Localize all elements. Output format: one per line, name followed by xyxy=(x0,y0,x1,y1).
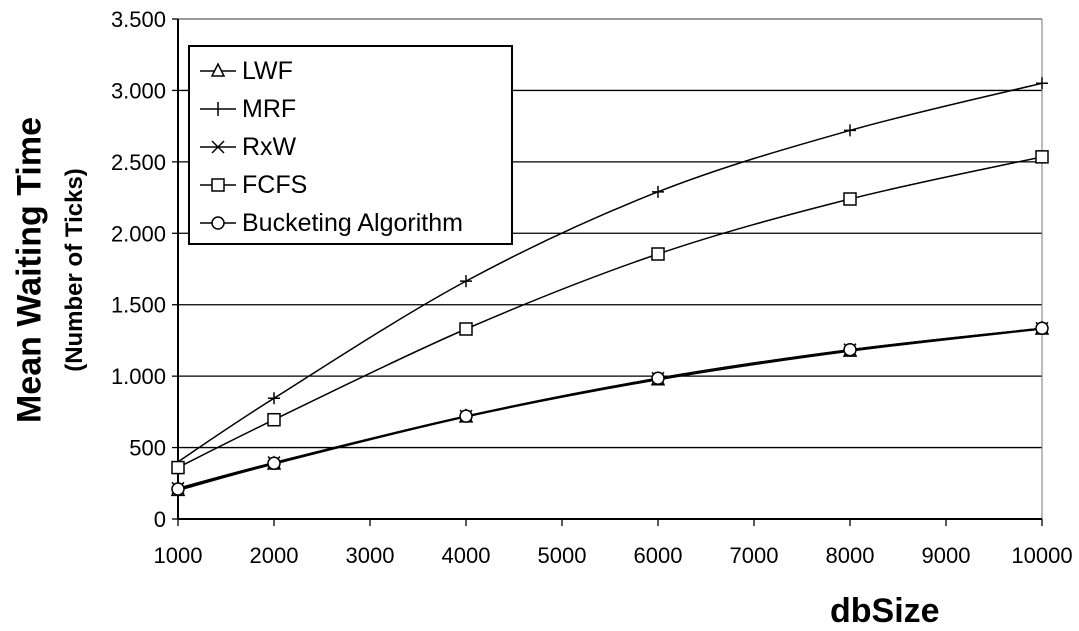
series-lwf xyxy=(170,320,1050,497)
y-tick-label: 0 xyxy=(154,507,166,532)
series-rxw xyxy=(171,321,1049,495)
series-line xyxy=(177,328,1043,492)
x-tick-label: 3000 xyxy=(346,543,395,568)
x-tick-label: 8000 xyxy=(826,543,875,568)
circle-marker xyxy=(459,409,473,423)
circle-marker xyxy=(267,456,281,471)
legend-item-rxw: RxW xyxy=(198,129,296,165)
series-line xyxy=(177,327,1043,490)
axes xyxy=(172,18,1043,526)
circle-marker xyxy=(1035,321,1049,336)
x-tick-label: 6000 xyxy=(634,543,683,568)
square-marker xyxy=(1035,150,1049,164)
plus-marker xyxy=(460,275,472,288)
square-marker xyxy=(171,460,185,475)
circle-marker xyxy=(651,371,665,386)
x-tick-label: 2000 xyxy=(250,543,299,568)
x-tick-label: 10000 xyxy=(1011,543,1072,568)
plus-marker xyxy=(268,392,280,405)
square-marker xyxy=(459,322,473,336)
x-marker-icon xyxy=(200,140,236,154)
square-marker-icon xyxy=(200,178,236,192)
y-tick-label: 1.500 xyxy=(111,293,166,318)
y-tick-label: 2.500 xyxy=(111,150,166,175)
square-marker xyxy=(651,247,665,261)
legend-label: LWF xyxy=(242,56,293,85)
legend: LWF MRF RxW FCFS Bucketing Algorithm xyxy=(188,45,513,245)
x-tick-label: 5000 xyxy=(538,543,587,568)
series-lines xyxy=(170,77,1050,497)
series-bucketing-algorithm xyxy=(171,321,1049,496)
square-marker xyxy=(843,192,857,206)
x-tick-label: 7000 xyxy=(730,543,779,568)
plus-marker-icon xyxy=(200,102,236,116)
circle-marker xyxy=(171,482,185,496)
legend-item-mrf: MRF xyxy=(198,91,296,127)
legend-label: Bucketing Algorithm xyxy=(242,208,463,237)
x-tick-labels: 1000 2000 3000 4000 5000 6000 7000 8000 9000 1000… xyxy=(154,543,1073,568)
series-line xyxy=(177,327,1043,490)
y-tick-label: 500 xyxy=(129,436,166,461)
plus-marker xyxy=(1036,77,1048,90)
plus-marker xyxy=(844,124,856,137)
legend-item-lwf: LWF xyxy=(198,53,293,89)
series-fcfs xyxy=(171,150,1049,475)
legend-item-bucketing: Bucketing Algorithm xyxy=(198,205,463,241)
legend-label: FCFS xyxy=(242,170,308,199)
y-tick-label: 3.500 xyxy=(111,7,166,32)
legend-item-fcfs: FCFS xyxy=(198,167,307,203)
circle-marker xyxy=(843,342,857,357)
legend-label: MRF xyxy=(242,94,297,123)
x-tick-label: 4000 xyxy=(442,543,491,568)
y-tick-label: 1.000 xyxy=(111,364,166,389)
y-tick-label: 2.000 xyxy=(111,221,166,246)
x-tick-label: 9000 xyxy=(922,543,971,568)
y-axis-label: Mean Waiting Time xyxy=(10,116,49,424)
plus-marker xyxy=(652,185,664,198)
x-tick-label: 1000 xyxy=(154,543,203,568)
legend-label: RxW xyxy=(242,132,297,161)
y-axis-sublabel: (Number of Ticks) xyxy=(61,168,88,372)
triangle-marker-icon xyxy=(200,62,236,77)
y-tick-labels: 0 500 1.000 1.500 2.000 2.500 3.000 3.500 xyxy=(111,7,166,532)
square-marker xyxy=(267,412,281,427)
x-axis-label: dbSize xyxy=(830,592,940,630)
circle-marker-icon xyxy=(200,216,236,230)
y-tick-label: 3.000 xyxy=(111,78,166,103)
